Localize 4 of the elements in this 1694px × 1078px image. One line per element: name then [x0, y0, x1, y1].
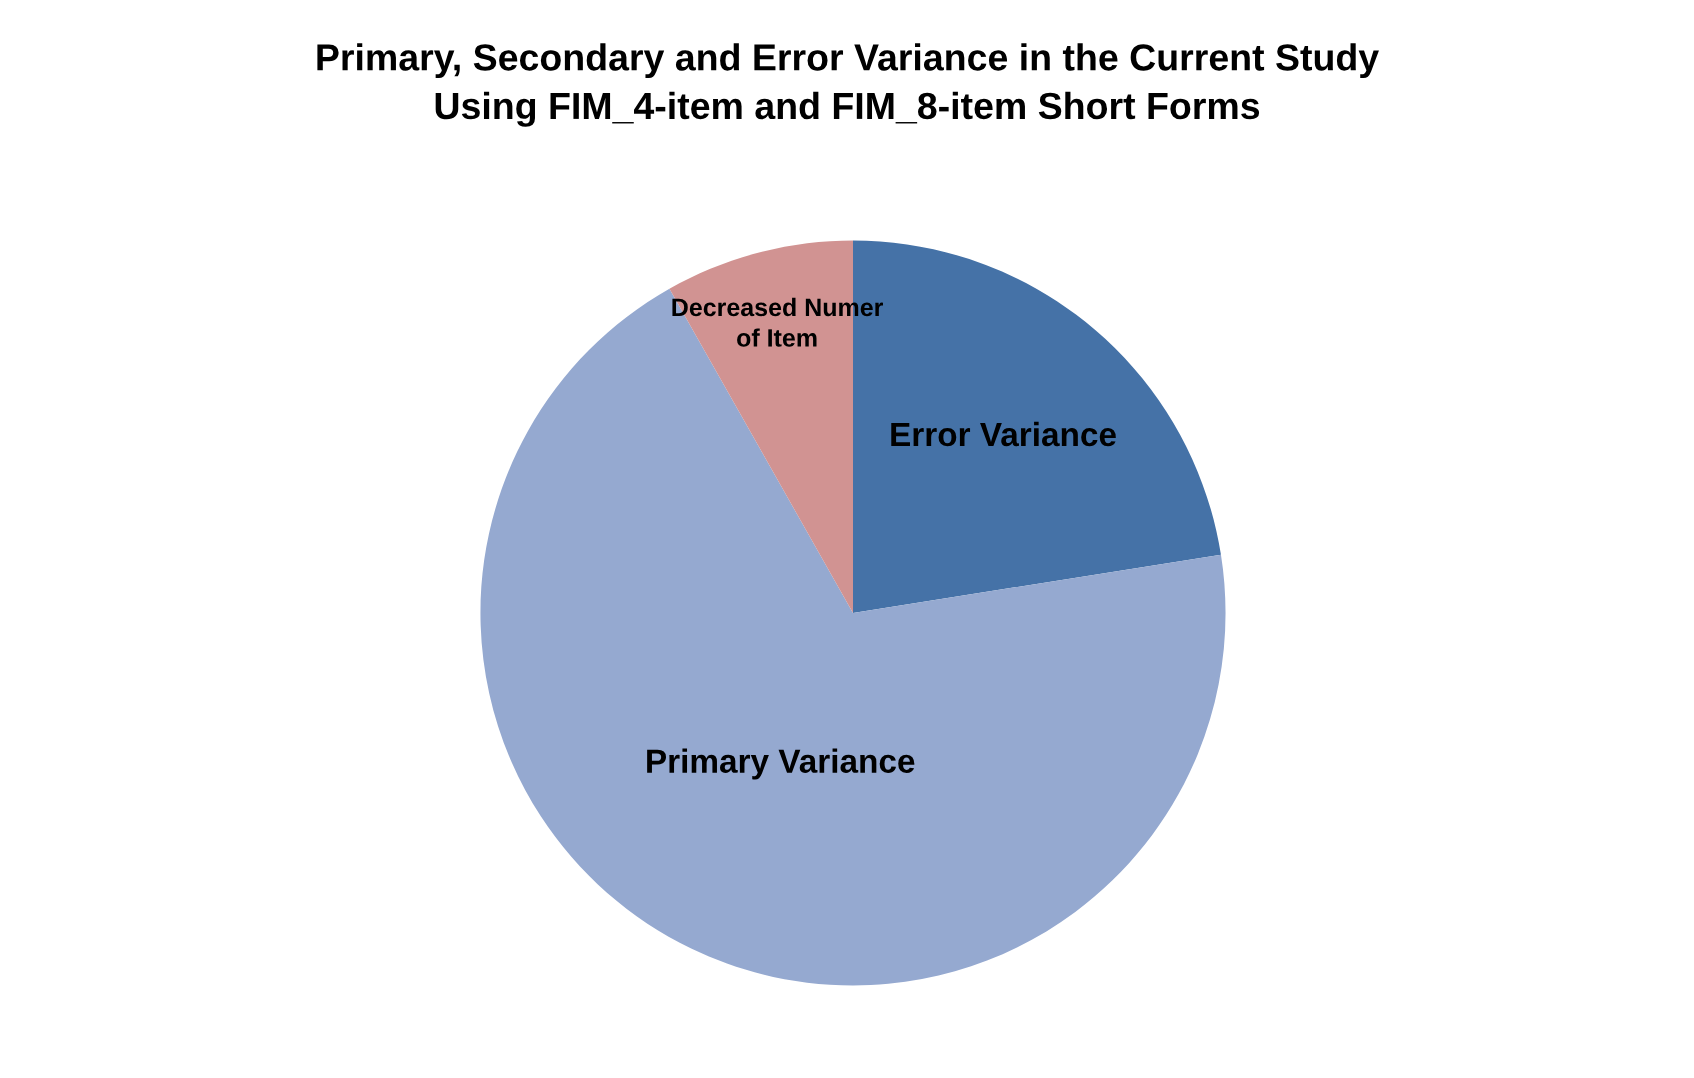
chart-title: Primary, Secondary and Error Variance in the Current Study Using FIM_4-item and FIM_8-item Short Forms — [317, 43, 1379, 127]
slice-label: Error Variance — [891, 421, 1116, 447]
pie-slice — [480, 288, 1226, 986]
slice-label: Primary Variance — [647, 748, 915, 780]
